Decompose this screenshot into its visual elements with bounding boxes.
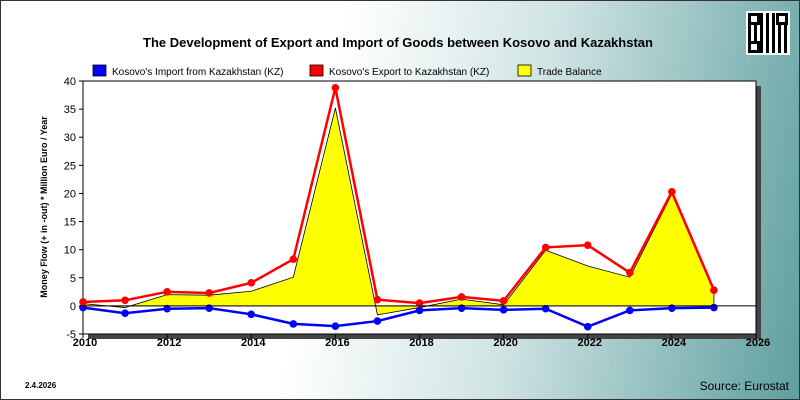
x-tick-label-2024: 2024 [662, 337, 687, 349]
point-import-2011 [121, 309, 129, 317]
y-tick-label-40: 40 [64, 76, 76, 88]
point-export-2021 [541, 243, 550, 252]
point-export-2015 [289, 255, 298, 264]
point-import-2013 [205, 304, 213, 312]
point-export-2023 [626, 268, 634, 277]
legend: Kosovo's Import from Kazakhstan (KZ) Koso… [92, 64, 602, 78]
point-import-2015 [289, 320, 298, 328]
x-tick-label-2022: 2022 [578, 337, 602, 349]
footer-date: 2.4.2026 [25, 381, 57, 390]
point-import-2017 [373, 317, 382, 325]
y-tick-label-30: 30 [64, 132, 76, 144]
point-export-2024 [668, 187, 676, 196]
point-export-2011 [121, 296, 129, 305]
point-export-2020 [499, 297, 508, 305]
point-import-2022 [583, 322, 592, 331]
point-import-2024 [668, 304, 676, 312]
point-import-2018 [415, 306, 424, 315]
point-export-2018 [415, 299, 424, 307]
legend-swatch-trade-balance [517, 64, 532, 77]
y-tick-label-5: 5 [70, 273, 76, 285]
point-export-2013 [205, 289, 213, 297]
y-tick-label-25: 25 [64, 160, 76, 172]
y-tick-label-20: 20 [64, 188, 76, 200]
point-export-2010 [79, 298, 87, 306]
point-import-2012 [163, 304, 171, 313]
y-tick-label--5: -5 [66, 329, 76, 341]
point-export-2019 [457, 293, 466, 301]
y-tick-label-35: 35 [64, 104, 76, 116]
point-import-2020 [499, 306, 508, 314]
x-tick-label-2014: 2014 [241, 337, 266, 349]
legend-label-trade-balance: Trade Balance [537, 67, 602, 78]
point-export-2025 [710, 286, 718, 294]
point-import-2014 [247, 310, 256, 319]
x-tick-label-2016: 2016 [325, 337, 349, 349]
chart-title: The Development of Export and Import of … [143, 35, 653, 50]
qr-code-icon [746, 11, 790, 55]
chart-marks [79, 83, 718, 331]
point-import-2025 [710, 303, 718, 312]
x-tick-label-2026: 2026 [746, 337, 770, 349]
series-line-export [82, 87, 716, 305]
series-line-import [82, 306, 714, 329]
legend-swatch-import [92, 64, 107, 77]
legend-label-export: Kosovo's Export to Kazakhstan (KZ) [329, 67, 489, 78]
y-axis-label: Money Flow (+ in -out) * Million Euro / … [39, 116, 49, 298]
x-tick-label-2020: 2020 [493, 337, 517, 349]
x-tick-label-2010: 2010 [73, 337, 97, 349]
point-import-2016 [331, 322, 340, 330]
legend-label-import: Kosovo's Import from Kazakhstan (KZ) [112, 67, 283, 78]
point-export-2017 [373, 295, 382, 304]
point-export-2016 [331, 83, 340, 92]
point-import-2021 [541, 304, 550, 313]
point-export-2012 [163, 288, 171, 296]
legend-swatch-export [309, 64, 324, 77]
point-export-2022 [583, 241, 592, 249]
x-tick-label-2018: 2018 [409, 337, 433, 349]
x-tick-label-2012: 2012 [157, 337, 181, 349]
y-tick-label-0: 0 [70, 301, 76, 313]
y-tick-label-10: 10 [64, 245, 76, 257]
point-import-2023 [626, 306, 634, 315]
point-export-2014 [247, 279, 256, 287]
chart-axes: -5 0 5 10 15 20 25 30 35 40 2010 2012 2014 2016 2018 20… [64, 76, 770, 349]
source-label: Source: Eurostat [700, 379, 790, 393]
point-import-2019 [457, 304, 466, 312]
y-tick-label-15: 15 [64, 217, 76, 229]
